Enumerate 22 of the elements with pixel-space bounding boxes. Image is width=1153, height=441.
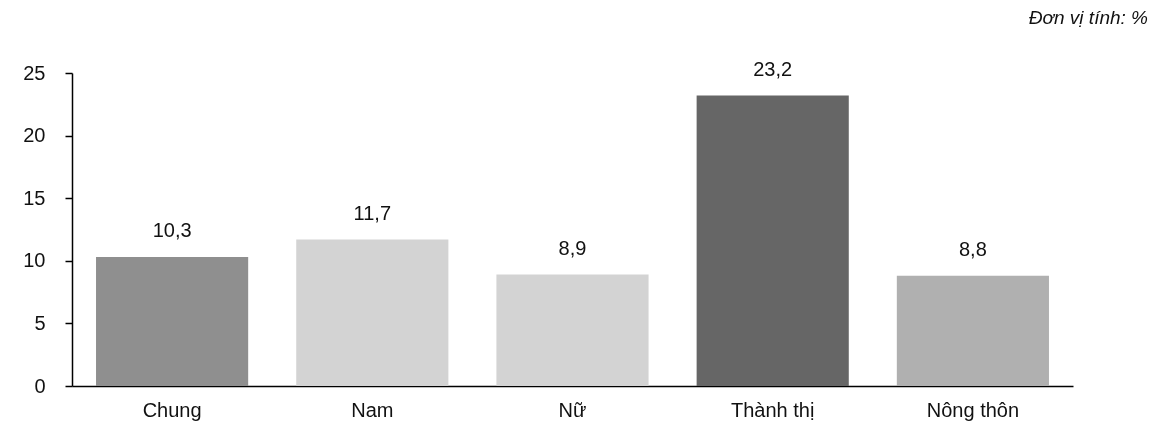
y-tick-label: 25 — [23, 61, 46, 84]
data-label: 8,9 — [558, 236, 587, 259]
x-tick-label: Thành thị — [731, 398, 815, 421]
x-tick-label: Chung — [142, 398, 202, 421]
x-tick-label: Nữ — [558, 398, 587, 421]
data-label: 23,2 — [753, 57, 793, 80]
x-tick-label: Nam — [351, 398, 394, 421]
data-label: 8,8 — [958, 237, 987, 260]
data-label: 10,3 — [152, 219, 192, 242]
y-tick-label: 10 — [23, 249, 46, 272]
bar — [496, 274, 649, 386]
bar — [696, 95, 849, 386]
data-label: 11,7 — [353, 201, 392, 224]
y-tick-label: 15 — [23, 186, 46, 209]
y-tick-label: 5 — [34, 311, 46, 334]
bar — [896, 275, 1049, 386]
y-tick-label: 20 — [23, 124, 46, 147]
bar — [96, 257, 249, 386]
bar — [296, 239, 449, 386]
text: Đơn vị tính: % — [1028, 6, 1149, 28]
x-tick-label: Nông thôn — [926, 398, 1020, 421]
y-tick-label: 0 — [34, 374, 46, 397]
